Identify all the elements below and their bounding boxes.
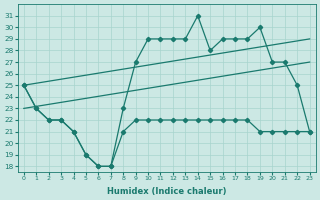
X-axis label: Humidex (Indice chaleur): Humidex (Indice chaleur): [107, 187, 227, 196]
